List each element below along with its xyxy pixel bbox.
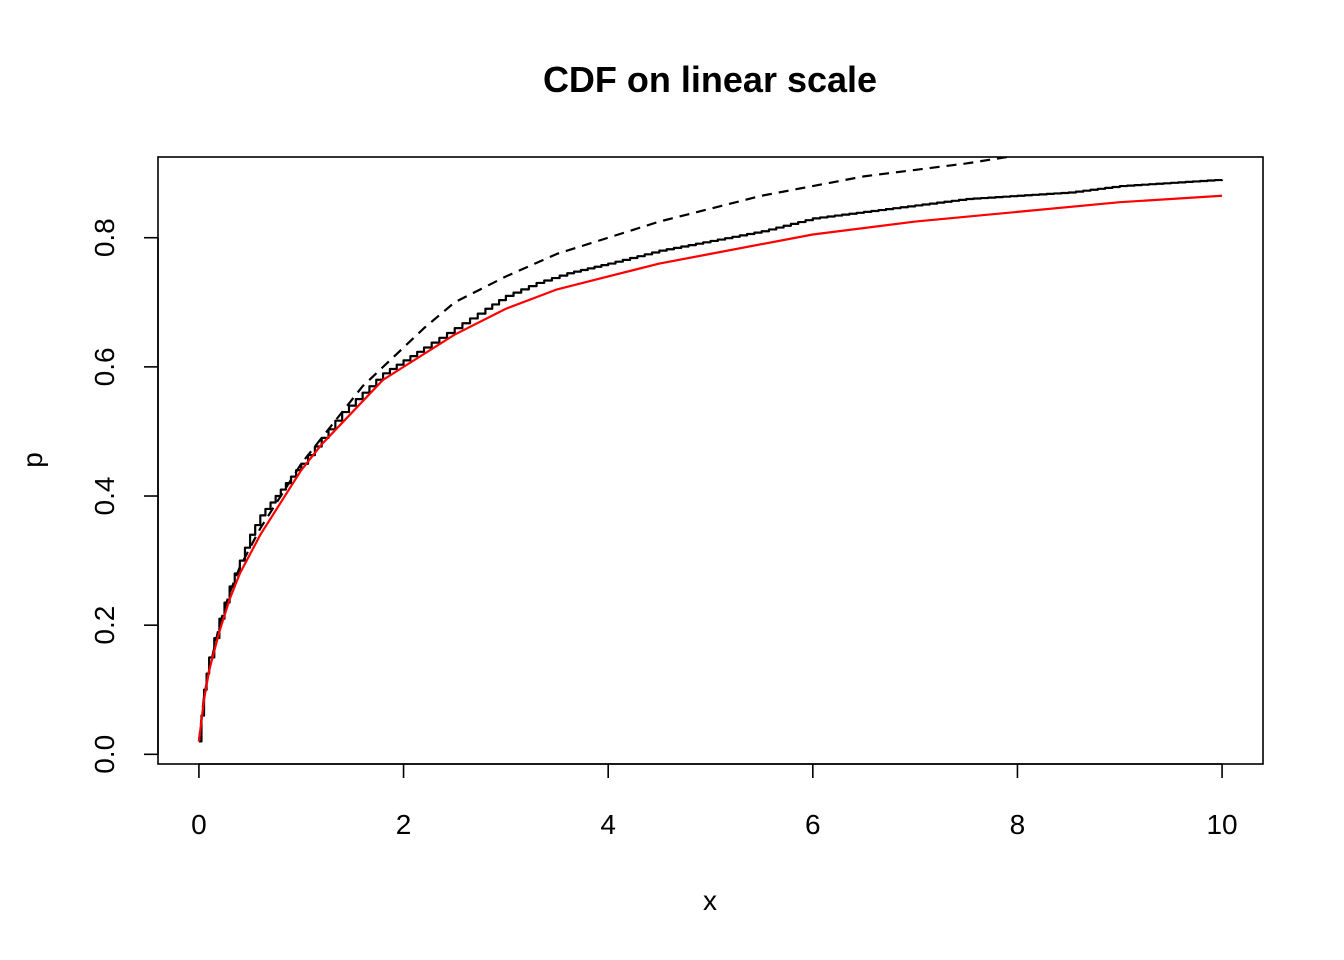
x-tick-label: 0 xyxy=(191,809,207,840)
y-tick-label: 0.4 xyxy=(89,477,120,516)
series-layer xyxy=(197,157,1224,743)
chart-title: CDF on linear scale xyxy=(543,59,877,100)
series-line-0 xyxy=(198,178,1224,743)
x-tick-label: 6 xyxy=(805,809,821,840)
y-tick-label: 0.6 xyxy=(89,347,120,386)
x-axis: 0 2 4 6 8 10 xyxy=(191,763,1238,840)
x-tick-label: 8 xyxy=(1010,809,1026,840)
y-tick-label: 0.0 xyxy=(89,735,120,774)
y-tick-label: 0.2 xyxy=(89,606,120,645)
x-tick-label: 10 xyxy=(1206,809,1237,840)
y-tick-label: 0.8 xyxy=(89,218,120,257)
series-line-2 xyxy=(197,194,1223,742)
series-line-1 xyxy=(197,157,1008,742)
y-axis-label: p xyxy=(17,452,48,468)
y-axis: 0.0 0.2 0.4 0.6 0.8 xyxy=(89,218,159,774)
plot-frame xyxy=(157,156,1264,765)
x-axis-label: x xyxy=(703,885,717,916)
x-tick-label: 2 xyxy=(396,809,412,840)
x-tick-label: 4 xyxy=(600,809,616,840)
